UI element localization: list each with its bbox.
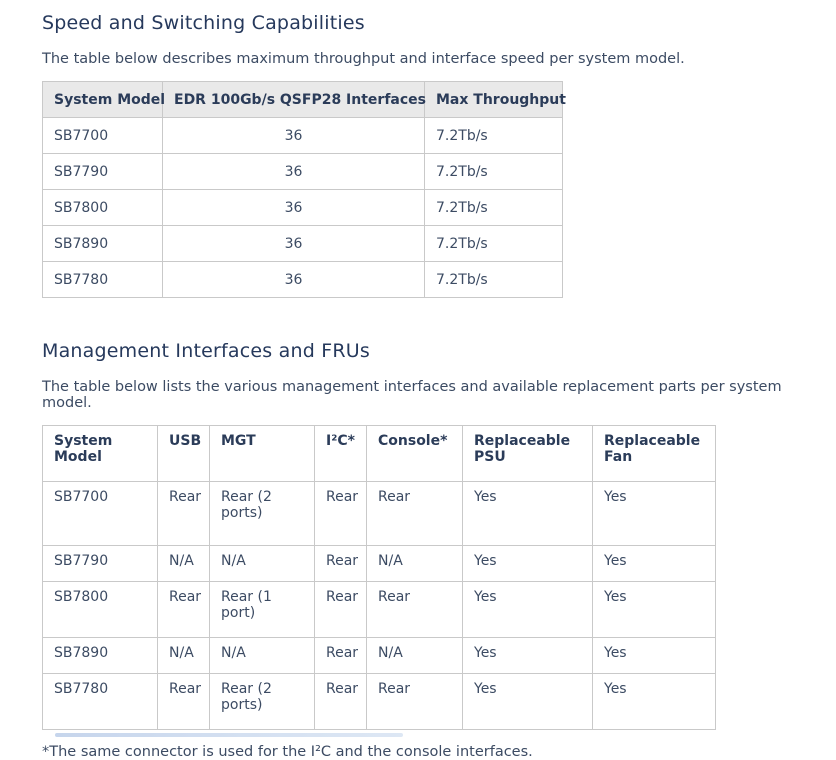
table-cell: Rear (2 ports)	[209, 481, 315, 546]
table-cell: N/A	[209, 637, 315, 674]
speed-capabilities-table: System Model EDR 100Gb/s QSFP28 Interface…	[42, 81, 566, 298]
table-cell: Rear (2 ports)	[209, 673, 315, 730]
table-cell: Yes	[462, 637, 593, 674]
table-cell: Rear	[366, 481, 463, 546]
table-cell: SB7800	[42, 189, 163, 226]
table-cell: Yes	[462, 481, 593, 546]
table-header-row: System Model USB MGT I²C* Console* Replaceabl…	[42, 425, 716, 482]
table-cell: SB7890	[42, 637, 158, 674]
table-cell: N/A	[157, 637, 210, 674]
table-cell: SB7780	[42, 261, 163, 298]
table-row: SB7800 36 7.2Tb/s	[42, 189, 563, 226]
table-cell: Rear	[314, 545, 367, 582]
table-row: SB7800 Rear Rear (1 port) Rear Rear Yes Yes	[42, 581, 716, 638]
table-cell: Rear	[157, 481, 210, 546]
table-row: SB7790 36 7.2Tb/s	[42, 153, 563, 190]
table-row: SB7700 36 7.2Tb/s	[42, 117, 563, 154]
table-cell: SB7700	[42, 117, 163, 154]
table-cell: Rear	[314, 581, 367, 638]
column-header: EDR 100Gb/s QSFP28 Interfaces	[162, 81, 426, 118]
column-header: Replaceable Fan	[592, 425, 716, 482]
table-cell: Yes	[592, 637, 716, 674]
table-cell: 7.2Tb/s	[424, 117, 563, 154]
column-header: USB	[157, 425, 210, 482]
table-cell: Yes	[592, 545, 716, 582]
table-cell: 7.2Tb/s	[424, 189, 563, 226]
table-cell: N/A	[209, 545, 315, 582]
table-cell: 36	[162, 225, 425, 262]
table-footnote: *The same connector is used for the I²C …	[42, 744, 533, 760]
column-header: Replaceable PSU	[462, 425, 593, 482]
table-cell: 36	[162, 117, 425, 154]
column-header: System Model	[42, 81, 165, 118]
table-cell: 7.2Tb/s	[424, 261, 563, 298]
table-cell: Rear	[157, 673, 210, 730]
column-header: System Model	[42, 425, 158, 482]
column-header: Max Throughput	[424, 81, 566, 118]
table-row: SB7790 N/A N/A Rear N/A Yes Yes	[42, 545, 716, 582]
table-cell: SB7780	[42, 673, 158, 730]
table-row: SB7700 Rear Rear (2 ports) Rear Rear Yes Yes	[42, 481, 716, 546]
table-cell: SB7700	[42, 481, 158, 546]
table-row: SB7780 36 7.2Tb/s	[42, 261, 563, 298]
table-cell: 36	[162, 189, 425, 226]
section-management-frus: Management Interfaces and FRUs The table…	[42, 336, 800, 760]
table-cell: SB7890	[42, 225, 163, 262]
table-cell: Yes	[462, 673, 593, 730]
table-row: SB7780 Rear Rear (2 ports) Rear Rear Yes Yes	[42, 673, 716, 730]
table-cell: Yes	[462, 581, 593, 638]
table-row: SB7890 N/A N/A Rear N/A Yes Yes	[42, 637, 716, 674]
management-interfaces-table: System Model USB MGT I²C* Console* Replaceabl…	[42, 425, 716, 730]
table-cell: 7.2Tb/s	[424, 225, 563, 262]
table-cell: 7.2Tb/s	[424, 153, 563, 190]
table-cell: Yes	[462, 545, 593, 582]
section-speed-and-switching: Speed and Switching Capabilities The tab…	[42, 8, 800, 298]
table-cell: SB7790	[42, 545, 158, 582]
table-cell: N/A	[366, 637, 463, 674]
section-title-speed: Speed and Switching Capabilities	[42, 12, 365, 34]
table-cell: SB7790	[42, 153, 163, 190]
next-section-clipped-heading	[55, 733, 403, 737]
table-cell: Rear	[314, 637, 367, 674]
table-cell: Rear	[366, 581, 463, 638]
column-header: I²C*	[314, 425, 367, 482]
table-cell: Rear	[314, 481, 367, 546]
table-cell: SB7800	[42, 581, 158, 638]
table-cell: N/A	[157, 545, 210, 582]
table-cell: Rear	[366, 673, 463, 730]
table-cell: Yes	[592, 673, 716, 730]
table-cell: Rear (1 port)	[209, 581, 315, 638]
table-cell: 36	[162, 153, 425, 190]
section-title-management: Management Interfaces and FRUs	[42, 340, 370, 362]
table-cell: Yes	[592, 581, 716, 638]
table-cell: Rear	[314, 673, 367, 730]
table-header-row: System Model EDR 100Gb/s QSFP28 Interface…	[42, 81, 566, 118]
section-intro-speed: The table below describes maximum throug…	[42, 51, 685, 67]
table-cell: Rear	[157, 581, 210, 638]
table-row: SB7890 36 7.2Tb/s	[42, 225, 563, 262]
table-cell: 36	[162, 261, 425, 298]
column-header: Console*	[366, 425, 463, 482]
table-cell: Yes	[592, 481, 716, 546]
column-header: MGT	[209, 425, 315, 482]
section-intro-management: The table below lists the various manage…	[42, 379, 782, 411]
table-cell: N/A	[366, 545, 463, 582]
